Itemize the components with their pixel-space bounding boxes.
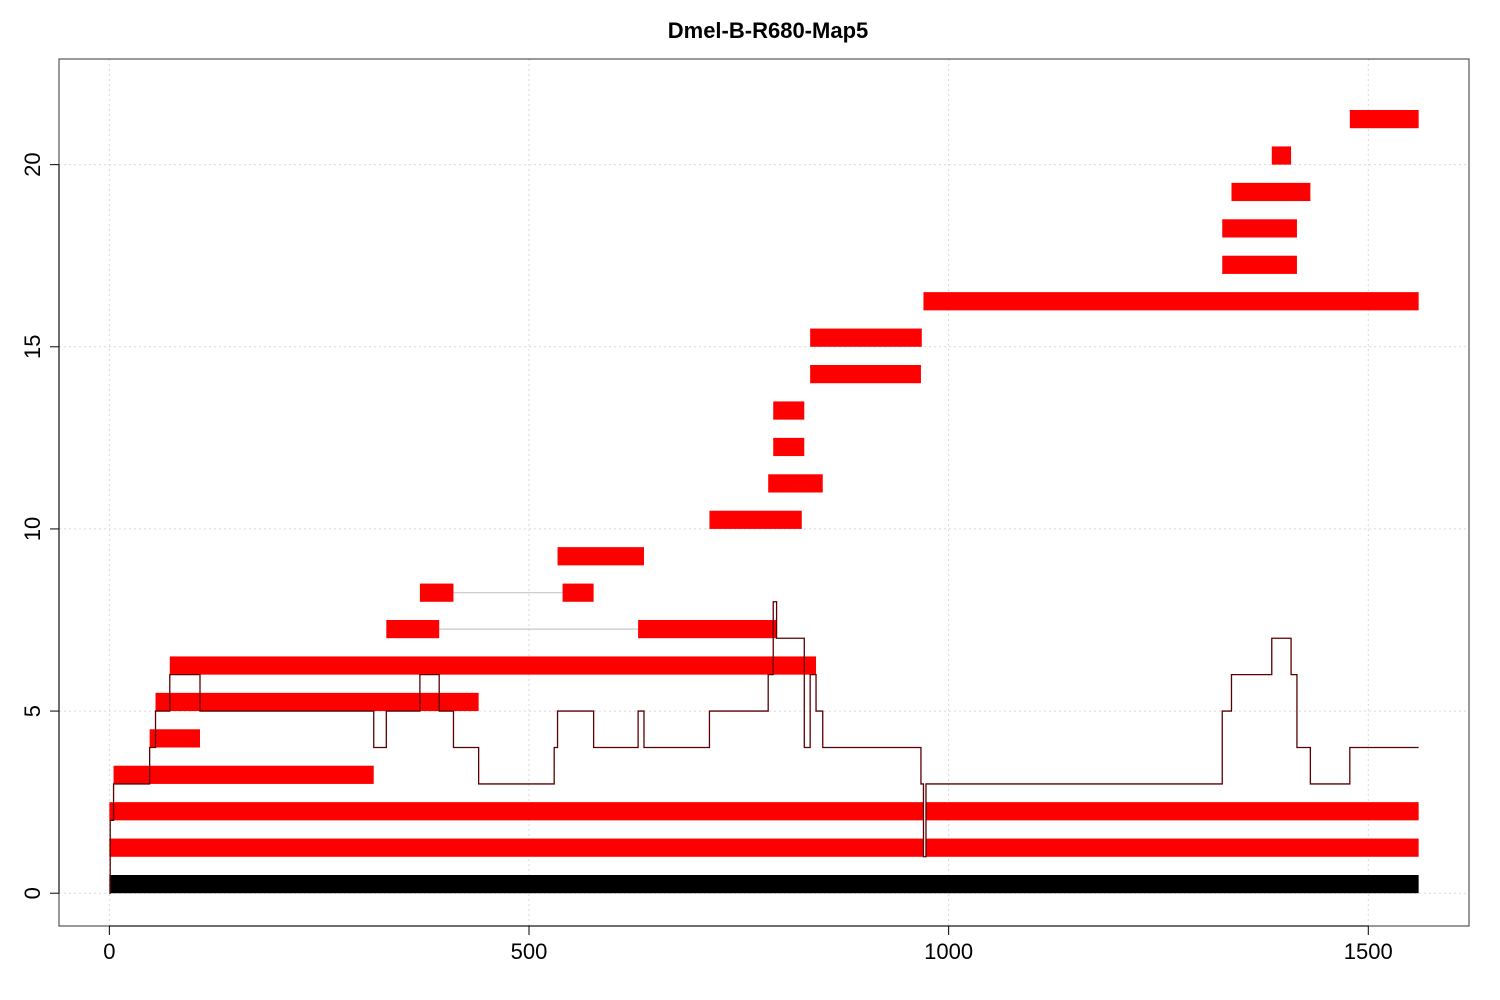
segment-bar <box>1231 182 1311 202</box>
segment-bar <box>709 510 802 529</box>
segment-bar <box>1271 146 1292 165</box>
y-tick-label: 15 <box>20 335 45 359</box>
segment-bar <box>810 328 922 347</box>
coverage-line-layer <box>109 601 1419 894</box>
segment-bar <box>169 656 817 675</box>
y-tick-label: 20 <box>20 152 45 176</box>
segment-bar <box>923 292 1419 311</box>
reference-bar-layer <box>109 875 1419 894</box>
segment-bar <box>557 547 644 566</box>
segment-bar <box>113 765 374 784</box>
x-tick-label: 1500 <box>1344 939 1393 964</box>
segment-bar <box>562 583 594 602</box>
y-tick-label: 0 <box>20 887 45 899</box>
segment-bar <box>109 802 924 821</box>
y-tick-label: 10 <box>20 517 45 541</box>
segment-bar <box>768 474 823 493</box>
coverage-line <box>109 601 1419 894</box>
segment-bar <box>149 729 200 748</box>
segment-bar <box>109 838 924 857</box>
segment-bar <box>386 620 440 639</box>
segment-bar <box>925 802 1419 821</box>
segment-bar <box>810 365 921 384</box>
x-tick-label: 0 <box>103 939 115 964</box>
segment-bar <box>1222 255 1297 274</box>
x-tick-label: 1000 <box>924 939 973 964</box>
segment-bar <box>1222 219 1297 238</box>
x-tick-label: 500 <box>511 939 548 964</box>
segment-bar <box>419 583 454 602</box>
segment-bars <box>109 110 1419 857</box>
segment-bar <box>155 692 479 712</box>
chart-title: Dmel-B-R680-Map5 <box>668 18 869 43</box>
x-axis: 0 500 1000 1500 <box>103 925 1393 964</box>
connector-lines <box>439 592 639 630</box>
segment-bar <box>1349 110 1419 129</box>
reference-bar <box>109 875 1419 894</box>
segment-bar <box>638 620 777 639</box>
segment-bar <box>773 401 805 420</box>
y-tick-label: 5 <box>20 705 45 717</box>
y-axis: 0 5 10 15 20 <box>20 152 60 899</box>
segment-bar <box>925 838 1419 857</box>
segment-bar <box>773 437 805 457</box>
